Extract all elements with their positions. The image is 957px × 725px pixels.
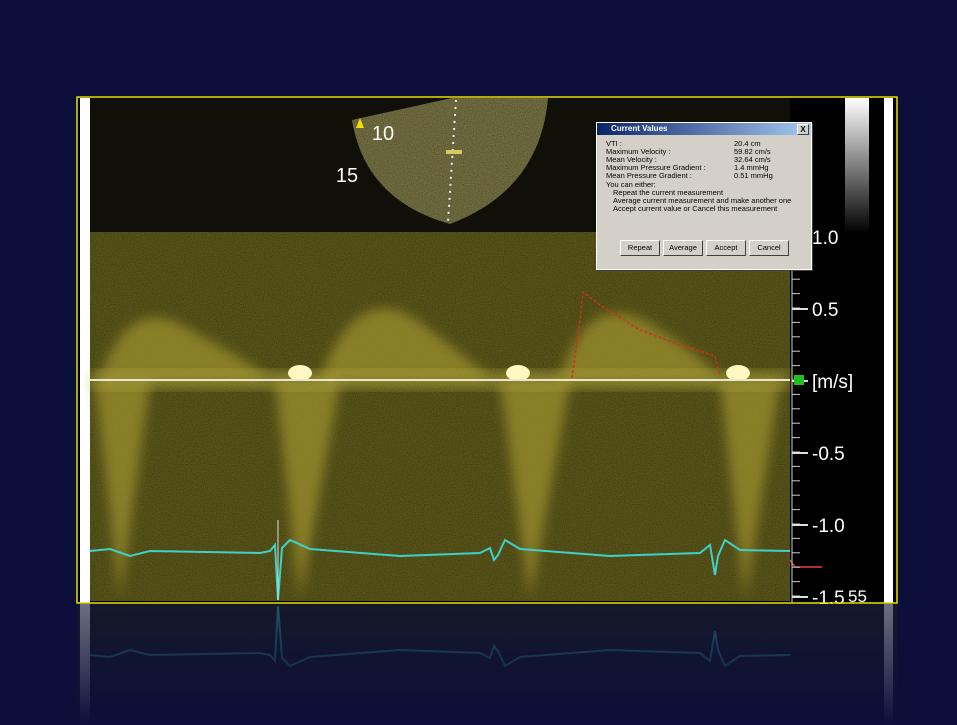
scale-label: -1.0 xyxy=(812,516,845,537)
sample-gate xyxy=(446,150,462,154)
scale-label: 0.5 xyxy=(812,300,838,321)
reflection-fade xyxy=(77,604,897,725)
baseline-marker xyxy=(794,375,804,385)
value: 0.51 mmHg xyxy=(734,172,773,180)
scale-label: [m/s] xyxy=(812,372,853,393)
ultrasound-view: 10 15 1.00.5[m/s]-0.5-1.0-1.5 55 xyxy=(0,0,957,725)
reflection xyxy=(77,604,897,725)
option-text: Accept current value or Cancel this meas… xyxy=(606,205,811,213)
left-bar xyxy=(80,98,90,603)
screen: 10 15 1.00.5[m/s]-0.5-1.0-1.5 55 xyxy=(0,0,957,725)
close-button[interactable]: X xyxy=(797,124,809,135)
depth-label: 15 xyxy=(336,165,358,187)
scale-label: 1.0 xyxy=(812,228,838,249)
gray-bar xyxy=(845,98,869,233)
depth-label: 10 xyxy=(372,123,394,145)
dialog-title: Current Values xyxy=(611,124,667,133)
label: Mean Pressure Gradient : xyxy=(606,172,734,180)
scale-label: -0.5 xyxy=(812,444,845,465)
doppler-noise xyxy=(90,232,790,601)
value-row: Mean Pressure Gradient :0.51 mmHg xyxy=(606,172,811,180)
right-bar xyxy=(884,98,893,603)
dialog-titlebar: Current Values X xyxy=(597,123,811,135)
right-black xyxy=(875,98,884,603)
dialog-button[interactable]: Average xyxy=(663,240,703,256)
dialog-button[interactable]: Repeat xyxy=(620,240,660,256)
dialog-button[interactable]: Accept xyxy=(706,240,746,256)
dialog-button[interactable]: Cancel xyxy=(749,240,789,256)
